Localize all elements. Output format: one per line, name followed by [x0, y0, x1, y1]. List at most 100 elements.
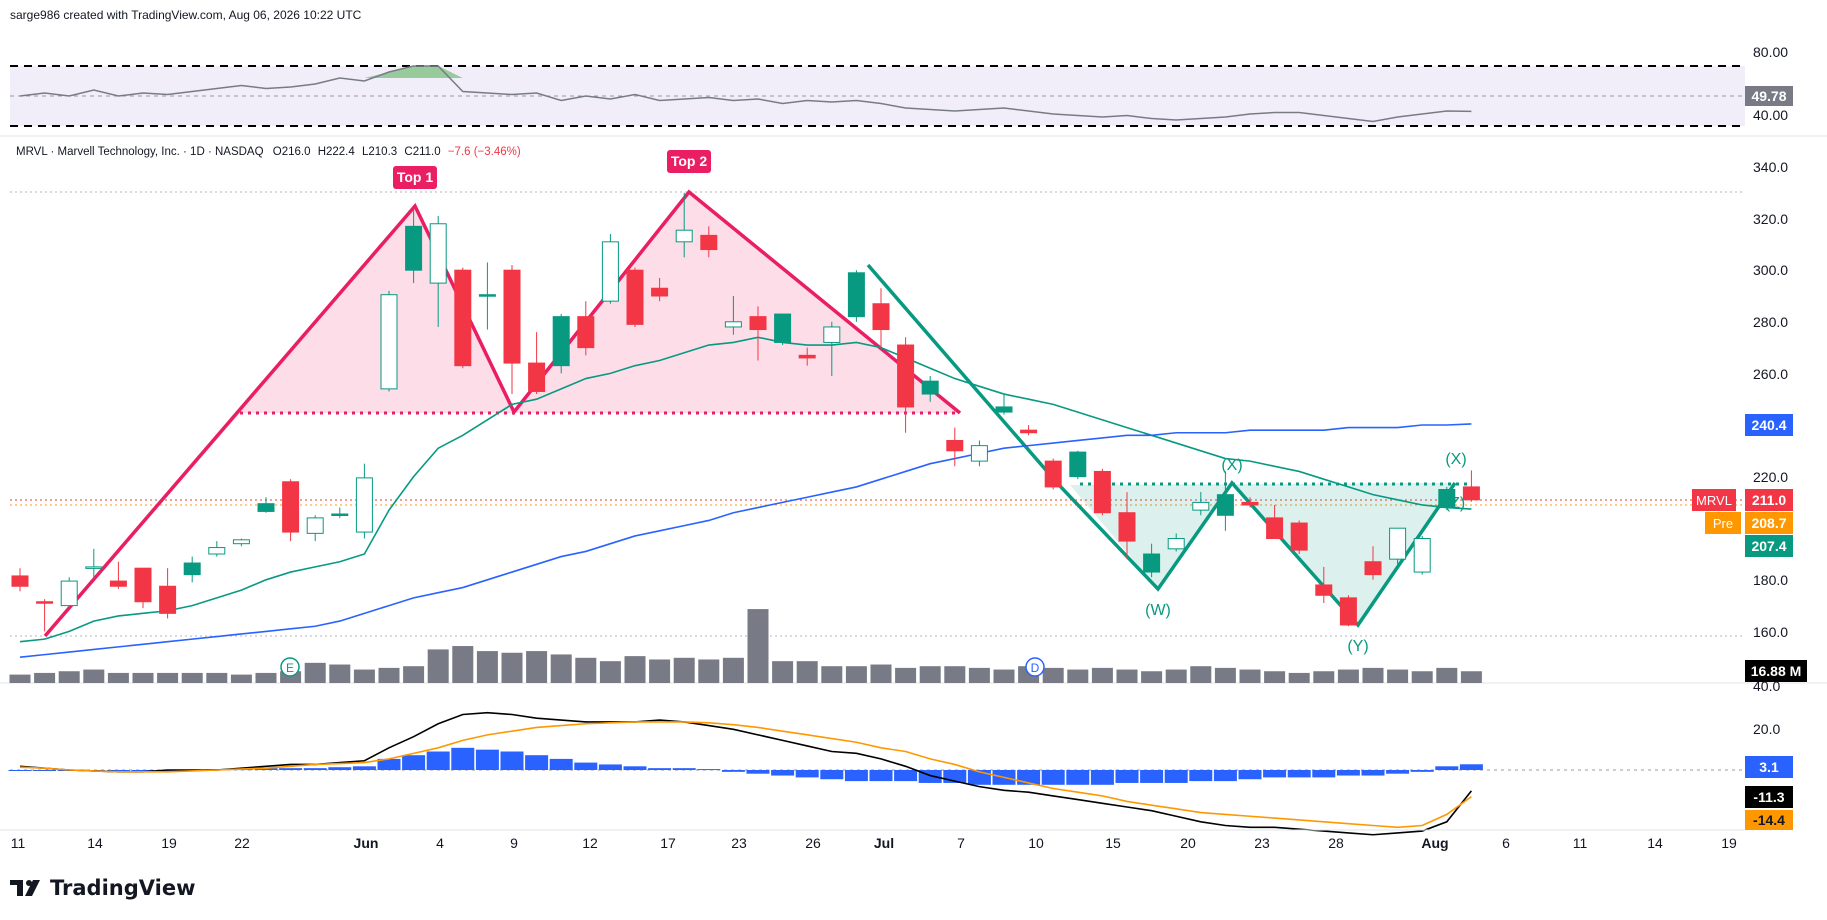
- close-value: 211.0: [412, 146, 441, 158]
- candle-body: [1143, 553, 1161, 573]
- candle-body: [1413, 538, 1431, 573]
- candles: [11, 192, 1480, 632]
- candle-body: [380, 294, 398, 390]
- price-tick: 300.0: [1753, 262, 1788, 278]
- candle-body: [577, 316, 595, 349]
- candle-body: [1462, 486, 1480, 501]
- top2-tag-bg: [667, 150, 711, 173]
- dividend-marker-label: D: [1031, 661, 1040, 675]
- macd-hist-bar: [1164, 770, 1188, 783]
- macd-hist-bar: [869, 770, 893, 782]
- volume-bar: [255, 672, 277, 683]
- price-axis[interactable]: 340.0 320.0 300.0 280.0 260.0 220.0 220.…: [1753, 159, 1788, 640]
- macd-hist-bar: [1336, 770, 1360, 776]
- time-axis[interactable]: 11 14 19 22 Jun 4 9 12 17 23 26 Jul 7 10 15 20 23 28 Aug 6 1…: [11, 835, 1737, 851]
- volume-bar: [1288, 672, 1310, 683]
- candle-body: [970, 445, 988, 462]
- candle-body: [355, 477, 373, 533]
- dividend-marker[interactable]: [1025, 657, 1045, 677]
- candle-body: [1266, 517, 1284, 540]
- tradingview-logo-icon: [10, 880, 40, 896]
- volume-bar: [968, 667, 990, 683]
- volume-bar: [575, 657, 597, 683]
- macd-hist-bar: [402, 755, 426, 770]
- candle-body: [1167, 538, 1185, 550]
- volume-bar: [944, 666, 966, 683]
- macd-badge-bg: [1745, 786, 1793, 808]
- candle-body: [1438, 489, 1456, 509]
- candle-body: [749, 316, 767, 331]
- volume-bar: [722, 657, 744, 683]
- macd-hist-bar: [328, 767, 352, 770]
- earnings-marker[interactable]: [280, 657, 300, 677]
- volume-bar: [280, 671, 302, 683]
- macd-hist-bar: [746, 770, 770, 774]
- brand-name: TradingView: [50, 876, 196, 900]
- candle-body: [405, 225, 423, 271]
- macd-hist-bar: [106, 770, 130, 771]
- candle-body: [159, 585, 177, 614]
- macd-hist-bar: [1263, 770, 1287, 778]
- wave-x1-label: (X): [1221, 457, 1242, 474]
- candle-body: [552, 316, 570, 367]
- volume-bar: [1436, 667, 1458, 683]
- candle-body: [11, 575, 29, 587]
- ma-long-line: [19, 423, 1472, 658]
- top1-tag-bg: [393, 166, 437, 189]
- volume-bar: [526, 651, 548, 683]
- macd-hist-bar: [500, 751, 524, 770]
- volume-bar: [796, 661, 818, 683]
- candle-body: [823, 326, 841, 343]
- candle-body: [331, 513, 349, 517]
- candle-body: [257, 503, 275, 512]
- volume-bar: [181, 672, 203, 683]
- tradingview-logo[interactable]: TradingView: [10, 876, 195, 900]
- candle-body: [700, 234, 718, 251]
- volume-bar: [1042, 667, 1064, 683]
- candle-body: [1044, 460, 1062, 488]
- macd-hist-bar: [1386, 770, 1410, 774]
- last-price-badge-bg: [1745, 489, 1793, 511]
- candle-body: [995, 406, 1013, 413]
- volume-bar: [1387, 669, 1409, 683]
- volume-bar: [1264, 671, 1286, 683]
- candle-body: [454, 269, 472, 367]
- high-value: 222.4: [326, 146, 355, 158]
- wxyxz-pattern: [866, 263, 1457, 628]
- macd-hist-bar: [1189, 770, 1213, 782]
- wave-y-label: (Y): [1347, 638, 1368, 655]
- candle-body: [306, 517, 324, 534]
- volume-bar: [206, 672, 228, 683]
- ma-short-badge: 207.4: [1751, 538, 1786, 554]
- volume-bar: [83, 669, 105, 683]
- macd-line: [19, 711, 1473, 836]
- volume-bar: [895, 667, 917, 683]
- price-tick: 260.0: [1753, 366, 1788, 382]
- high-label: H: [317, 146, 326, 158]
- macd-hist-bar: [721, 770, 745, 772]
- volume-bar: [9, 674, 31, 683]
- symbol-badge: MRVL: [1696, 493, 1732, 508]
- rsi-value-badge-bg: [1745, 86, 1793, 106]
- volume-bar: [1116, 669, 1138, 683]
- volume-bar: [427, 649, 449, 683]
- candle-body: [1192, 501, 1210, 511]
- candle-body: [724, 321, 742, 328]
- volume-bar: [329, 664, 351, 683]
- macd-hist-bar: [894, 770, 918, 782]
- macd-hist-bar: [1410, 770, 1434, 772]
- macd-hist-bar: [549, 758, 573, 770]
- macd-hist-bar: [1312, 770, 1336, 778]
- hist-badge-bg: [1745, 756, 1793, 778]
- macd-hist-bar: [254, 768, 278, 770]
- chart-attribution: sarge986 created with TradingView.com, A…: [10, 8, 362, 22]
- macd-hist-bar: [598, 764, 622, 770]
- macd-histogram: [8, 747, 1483, 785]
- macd-hist-bar: [8, 770, 32, 771]
- volume-bar: [501, 652, 523, 683]
- macd-hist-bar: [1041, 770, 1065, 785]
- double-top-pattern: [43, 189, 962, 638]
- change-value: −7.6 (−3.46%): [447, 146, 521, 158]
- volume-bar: [107, 672, 129, 683]
